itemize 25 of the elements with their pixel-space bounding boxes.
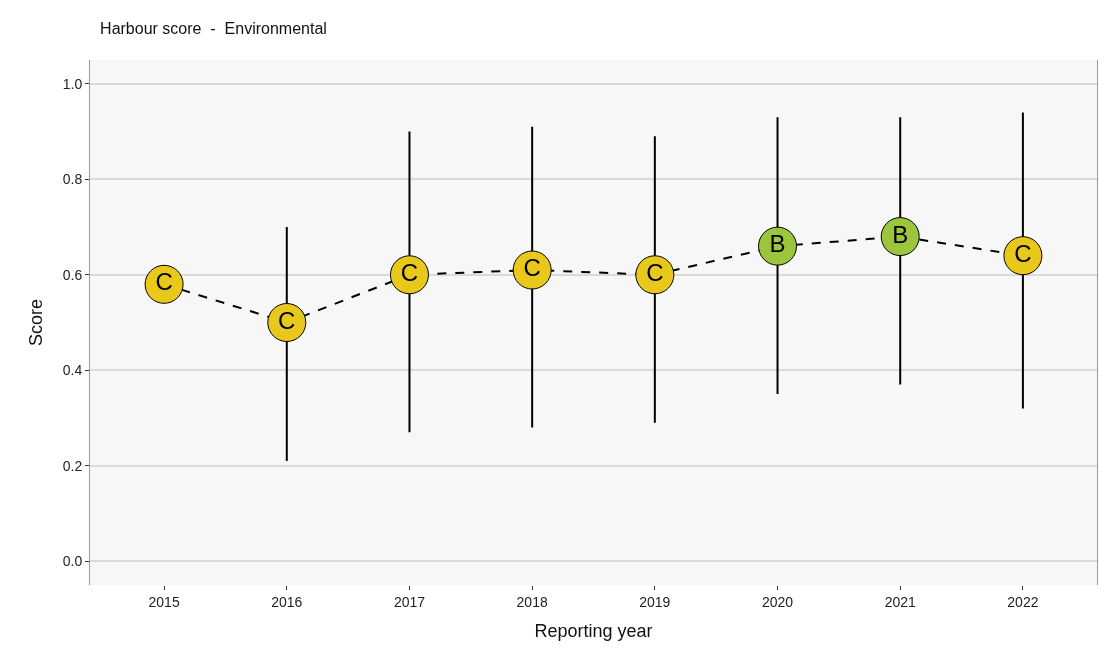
- x-tick-label: 2017: [393, 593, 426, 610]
- data-label: B: [892, 220, 909, 248]
- x-axis-title: Reporting year: [534, 620, 653, 641]
- data-label: C: [523, 254, 541, 281]
- y-tick-label: 0.0: [62, 553, 83, 570]
- x-tick-label: 2022: [1007, 593, 1039, 610]
- x-tick-label: 2019: [639, 593, 671, 610]
- chart-title: Harbour score - Environmental: [100, 19, 327, 37]
- data-label: C: [400, 258, 419, 286]
- y-tick-label: 0.4: [62, 362, 83, 379]
- y-tick-label: 1.0: [62, 75, 83, 92]
- data-label: C: [1014, 239, 1032, 267]
- data-label: B: [769, 230, 786, 258]
- y-tick-label: 0.8: [62, 171, 83, 188]
- x-tick-label: 2018: [516, 593, 548, 610]
- y-axis-title: Score: [25, 298, 46, 347]
- y-tick-label: 0.2: [62, 457, 83, 474]
- data-label: C: [155, 268, 173, 296]
- x-tick-label: 2021: [884, 593, 916, 610]
- x-tick-label: 2020: [761, 593, 794, 610]
- y-tick-label: 0.6: [62, 266, 83, 283]
- x-tick-label: 2016: [271, 593, 303, 610]
- data-label: C: [646, 258, 664, 286]
- data-label: C: [278, 306, 296, 334]
- x-tick-label: 2015: [148, 593, 180, 610]
